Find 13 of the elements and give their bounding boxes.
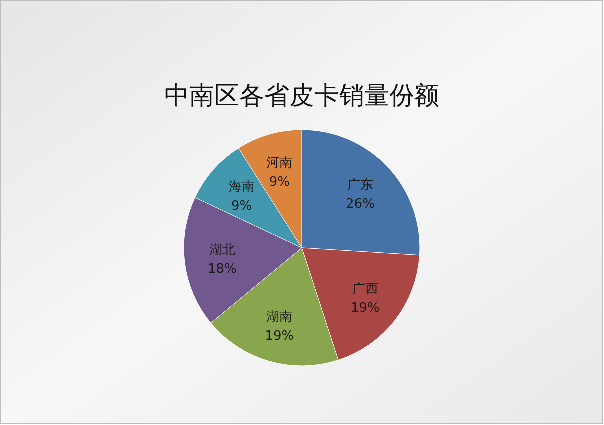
slice-label: 湖北 <box>209 243 236 258</box>
data-label: 9% <box>232 198 252 214</box>
slice-label: 河南 <box>266 156 293 171</box>
slice-label: 海南 <box>228 180 255 195</box>
slice-label: 广东 <box>347 178 374 194</box>
chart-title: 中南区各省皮卡销量份额 <box>164 81 440 110</box>
data-label: 19% <box>350 301 380 316</box>
data-label: 26% <box>346 197 375 212</box>
data-label: 18% <box>208 262 237 278</box>
data-label: 9% <box>269 174 290 190</box>
data-label: 19% <box>265 329 294 344</box>
slice-label: 广西 <box>352 282 378 298</box>
slice-label: 湖南 <box>266 310 293 326</box>
